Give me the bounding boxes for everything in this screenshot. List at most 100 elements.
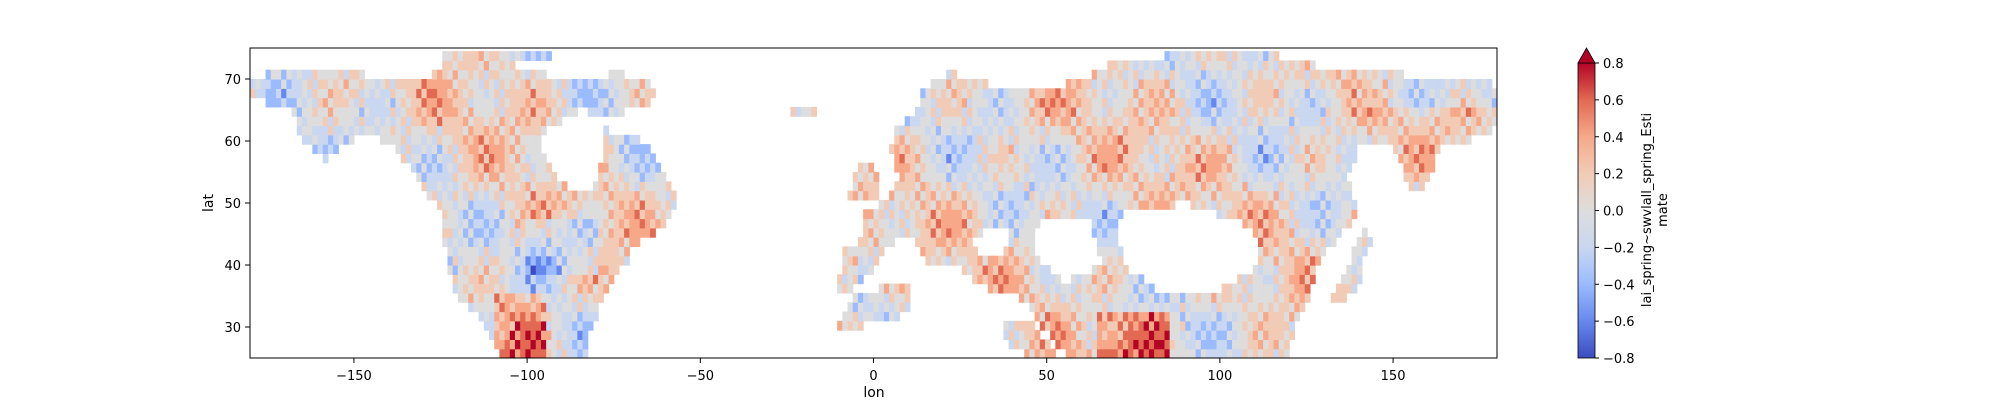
land-cell bbox=[972, 97, 979, 108]
land-cell bbox=[1320, 237, 1327, 247]
land-cell bbox=[1263, 79, 1269, 89]
land-cell bbox=[1169, 292, 1176, 303]
land-cell bbox=[1096, 218, 1103, 229]
land-cell bbox=[1257, 218, 1264, 229]
land-cell bbox=[1102, 330, 1108, 340]
land-cell bbox=[535, 88, 542, 99]
land-cell bbox=[634, 181, 641, 192]
land-cell bbox=[1263, 218, 1269, 229]
land-cell bbox=[1091, 330, 1098, 340]
land-cell bbox=[452, 172, 459, 182]
land-cell bbox=[1159, 106, 1166, 117]
land-cell bbox=[1320, 125, 1327, 136]
land-cell bbox=[572, 237, 578, 247]
land-cell bbox=[1102, 181, 1108, 192]
land-cell bbox=[1382, 69, 1389, 80]
land-cell bbox=[1065, 339, 1072, 350]
land-cell bbox=[1299, 88, 1306, 99]
land-cell bbox=[566, 199, 573, 210]
land-cell bbox=[904, 172, 911, 182]
land-cell bbox=[312, 106, 319, 117]
land-cell bbox=[1185, 79, 1192, 89]
land-cell bbox=[1107, 144, 1114, 154]
land-cell bbox=[961, 255, 968, 266]
land-cell bbox=[1065, 172, 1072, 182]
land-cell bbox=[1252, 283, 1259, 294]
land-cell bbox=[946, 190, 953, 201]
land-cell bbox=[1164, 162, 1171, 173]
land-cell bbox=[967, 106, 973, 117]
land-cell bbox=[577, 209, 584, 220]
land-cell bbox=[1361, 237, 1368, 247]
land-cell bbox=[1029, 199, 1036, 210]
land-cell bbox=[587, 79, 594, 89]
land-cell bbox=[561, 283, 568, 294]
land-cell bbox=[847, 255, 854, 266]
land-cell bbox=[961, 134, 968, 145]
land-cell bbox=[530, 134, 537, 145]
land-cell bbox=[1325, 227, 1332, 238]
land-cell bbox=[343, 106, 350, 117]
land-cell bbox=[322, 153, 329, 164]
land-cell bbox=[1341, 218, 1347, 229]
land-cell bbox=[1107, 330, 1114, 340]
land-cell bbox=[592, 292, 599, 303]
land-cell bbox=[1226, 311, 1233, 322]
land-cell bbox=[1154, 190, 1160, 201]
land-cell bbox=[1232, 172, 1238, 182]
land-cell bbox=[463, 292, 469, 303]
land-cell bbox=[847, 320, 854, 331]
land-cell bbox=[1413, 162, 1420, 173]
land-cell bbox=[618, 227, 625, 238]
land-cell bbox=[463, 227, 469, 238]
land-cell bbox=[1133, 348, 1140, 358]
land-cell bbox=[525, 218, 532, 229]
land-cell bbox=[904, 125, 911, 136]
land-cell bbox=[489, 246, 495, 257]
land-cell bbox=[494, 125, 500, 136]
land-cell bbox=[468, 218, 475, 229]
land-cell bbox=[1107, 199, 1114, 210]
land-cell bbox=[520, 246, 526, 257]
land-cell bbox=[1185, 153, 1192, 164]
land-cell bbox=[998, 134, 1004, 145]
land-cell bbox=[925, 190, 932, 201]
land-cell bbox=[385, 79, 391, 89]
land-cell bbox=[1190, 348, 1197, 358]
land-cell bbox=[1273, 227, 1280, 238]
land-cell bbox=[883, 311, 890, 322]
land-cell bbox=[572, 320, 578, 331]
land-cell bbox=[977, 181, 984, 192]
land-cell bbox=[967, 125, 973, 136]
land-cell bbox=[577, 274, 584, 285]
land-cell bbox=[941, 181, 947, 192]
land-cell bbox=[556, 348, 563, 358]
land-cell bbox=[1060, 199, 1067, 210]
land-cell bbox=[1257, 237, 1264, 247]
land-cell bbox=[327, 106, 334, 117]
land-cell bbox=[1382, 134, 1389, 145]
land-cell bbox=[442, 209, 449, 220]
land-cell bbox=[431, 144, 438, 154]
land-cell bbox=[1013, 237, 1020, 247]
land-cell bbox=[1154, 320, 1160, 331]
land-cell bbox=[431, 106, 438, 117]
land-cell bbox=[1159, 134, 1166, 145]
land-cell bbox=[494, 330, 500, 340]
land-cell bbox=[1195, 302, 1202, 313]
land-cell bbox=[504, 283, 511, 294]
land-cell bbox=[1356, 116, 1363, 127]
land-cell bbox=[1278, 190, 1285, 201]
land-cell bbox=[1226, 79, 1233, 89]
land-cell bbox=[1211, 302, 1218, 313]
land-cell bbox=[1164, 125, 1171, 136]
land-cell bbox=[1429, 97, 1436, 108]
land-cell bbox=[624, 227, 630, 238]
land-cell bbox=[437, 172, 443, 182]
land-cell bbox=[1263, 302, 1269, 313]
land-cell bbox=[618, 218, 625, 229]
land-cell bbox=[1221, 320, 1228, 331]
land-cell bbox=[1055, 330, 1062, 340]
land-cell bbox=[982, 274, 989, 285]
land-cell bbox=[1159, 320, 1166, 331]
